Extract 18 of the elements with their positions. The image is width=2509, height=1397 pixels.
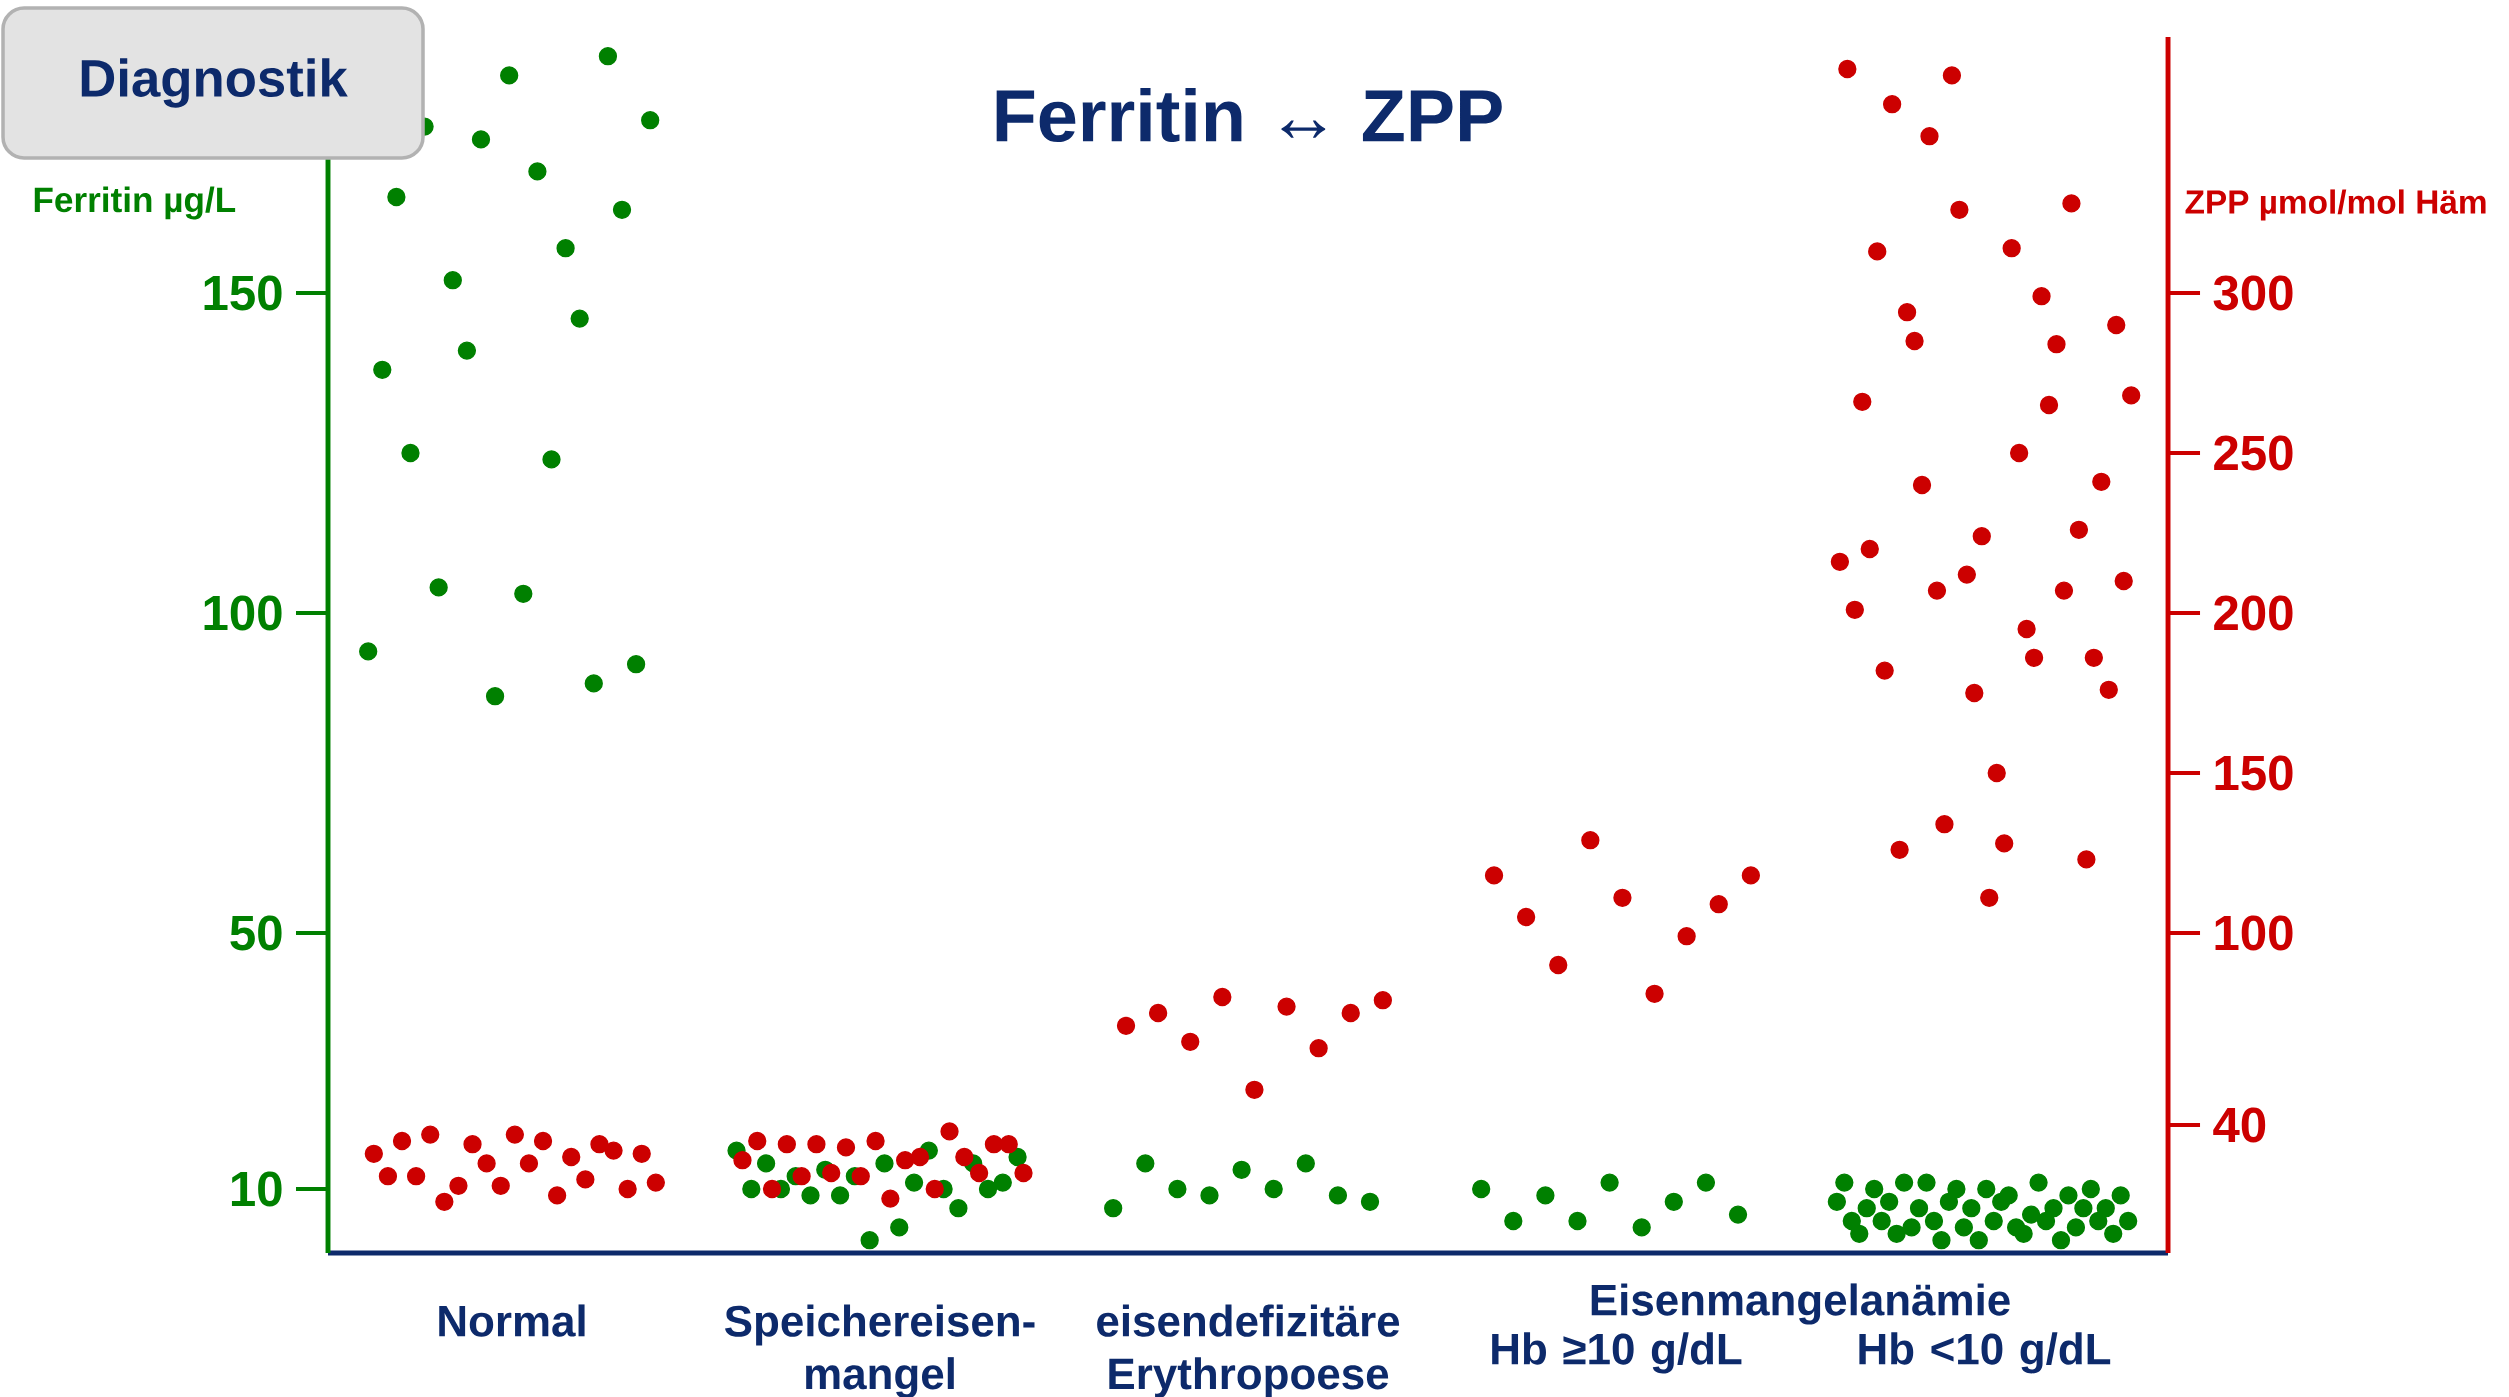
text: Eisenmangelanämie [1591,1283,2010,1325]
y-tick-label: 10 [231,1171,282,1207]
y2-tick-label: 200 [2214,595,2293,631]
y2-tick-label: 150 [2215,755,2293,791]
x-tick-label: Hb <10 g/dL [1859,1332,2111,1374]
y2-tick-label: 250 [2214,435,2293,471]
y-axis-title: Ferritin µg/L [34,186,236,220]
y-tick-label: 150 [204,275,282,311]
y2-axis-title: ZPP µmol/mol Häm [2185,189,2486,221]
y2-tick-label: 40 [2213,1107,2266,1143]
y2-tick-label: 100 [2215,915,2293,951]
y-tick-label: 100 [204,595,282,631]
annotation: Diagnostik [81,58,348,108]
y2-tick-label: 300 [2213,275,2293,311]
x-tick-label: Hb ≥10 g/dL [1492,1332,1742,1374]
x-tick-label: Normal [439,1304,585,1337]
y-tick-label: 50 [230,915,282,951]
text: Ferritin ↔ ZPP [996,87,1502,143]
